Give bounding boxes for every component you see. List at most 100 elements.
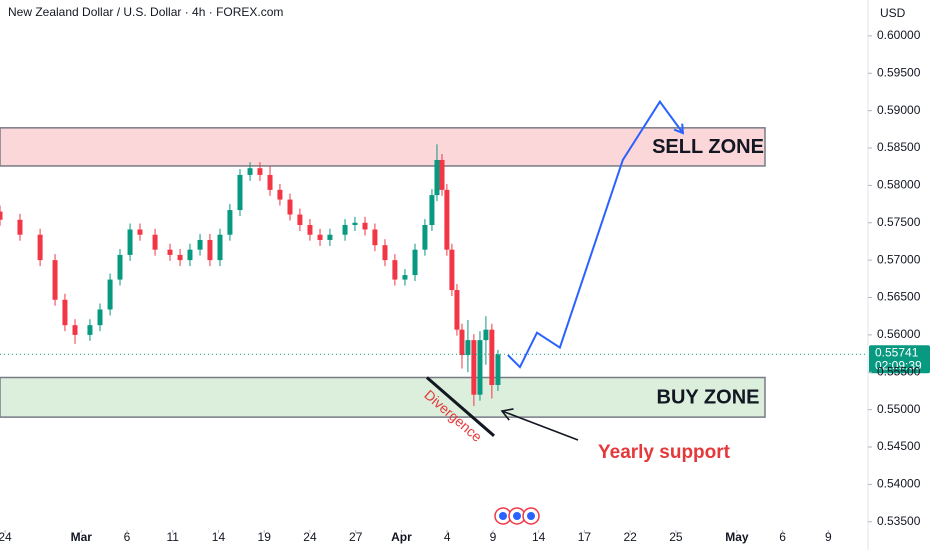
- candle-body: [137, 229, 143, 235]
- last-price-box: [869, 345, 930, 374]
- x-tick-label: Apr: [391, 530, 412, 544]
- candle-body: [152, 234, 158, 250]
- candle-body: [352, 222, 358, 226]
- candle-body: [127, 229, 133, 255]
- y-tick-label: 0.57500: [877, 215, 921, 229]
- candle-body: [489, 329, 495, 385]
- x-tick-label: 14: [532, 530, 546, 544]
- candle-body: [72, 325, 78, 335]
- candle-body: [307, 225, 313, 235]
- y-tick-label: 0.56500: [877, 290, 921, 304]
- last-price-label: 0.55741: [875, 345, 919, 359]
- candle-body: [459, 329, 465, 356]
- projection-line: [507, 99, 685, 369]
- zone: [0, 127, 766, 167]
- candle-body: [439, 159, 445, 190]
- candle-body: [52, 260, 58, 300]
- y-tick-label: 0.56000: [877, 327, 921, 341]
- zone-label: SELL ZONE: [652, 136, 764, 158]
- x-tick-label: 6: [124, 530, 131, 544]
- y-tick-label: 0.59500: [877, 65, 921, 79]
- y-tick-label: 0.58000: [877, 178, 921, 192]
- candle-body: [277, 189, 283, 200]
- x-tick-label: Mar: [71, 530, 93, 544]
- y-tick-label: 0.59000: [877, 103, 921, 117]
- candle-body: [177, 254, 183, 261]
- y-tick-label: 0.54000: [877, 477, 921, 491]
- candle-body: [317, 234, 323, 240]
- candle-body: [382, 245, 388, 261]
- candle-body: [107, 279, 113, 310]
- candle-body: [17, 219, 23, 235]
- candle-body: [167, 249, 173, 255]
- y-tick-label: 0.53500: [877, 514, 921, 528]
- x-tick-label: 6: [779, 530, 786, 544]
- currency: USD: [880, 6, 906, 20]
- zones: SELL ZONE BUY ZONE: [0, 127, 766, 418]
- candle-body: [342, 225, 348, 235]
- y-tick-label: 0.54500: [877, 439, 921, 453]
- candle-body: [444, 189, 450, 250]
- countdown: 02:09:39: [875, 358, 922, 372]
- candle-body: [454, 290, 460, 330]
- candle-body: [477, 340, 483, 395]
- x-tick-label: 17: [578, 530, 592, 544]
- event-icons: [494, 507, 540, 525]
- x-tick-label: 14: [212, 530, 226, 544]
- candle-body: [267, 174, 273, 190]
- x-tick-label: 24: [303, 530, 317, 544]
- x-tick-label: May: [725, 530, 749, 544]
- candle-body: [392, 260, 398, 280]
- candle-body: [257, 168, 263, 175]
- x-tick-label: 4: [444, 530, 451, 544]
- candle-body: [97, 309, 103, 326]
- candle-body: [465, 340, 471, 356]
- candle-body: [449, 249, 455, 291]
- candle-body: [412, 249, 418, 276]
- x-tick-label: 27: [349, 530, 363, 544]
- y-tick-label: 0.57000: [877, 252, 921, 266]
- candle-body: [62, 299, 68, 326]
- candle-body: [237, 174, 243, 211]
- x-tick-label: 9: [825, 530, 832, 544]
- x-tick-label: 25: [669, 530, 683, 544]
- candle-body: [483, 329, 489, 341]
- candle-body: [422, 225, 428, 250]
- candle-body: [0, 211, 3, 220]
- candle-body: [434, 159, 440, 196]
- candle-body: [37, 234, 43, 261]
- candle-body: [187, 249, 193, 261]
- candles: [0, 144, 501, 406]
- x-tick-label: 9: [490, 530, 497, 544]
- y-tick-label: 0.58500: [877, 140, 921, 154]
- y-tick-label: 0.60000: [877, 28, 921, 42]
- candle-body: [207, 239, 213, 261]
- candle-body: [197, 239, 203, 250]
- y-tick-label: 0.55000: [877, 402, 921, 416]
- zone: [0, 376, 766, 418]
- candle-body: [227, 210, 233, 235]
- candle-body: [362, 222, 368, 230]
- candle-body: [402, 275, 408, 280]
- candle-body: [87, 325, 93, 335]
- x-tick-label: 19: [258, 530, 272, 544]
- x-tick-label: 11: [167, 530, 180, 544]
- candle-body: [297, 214, 303, 226]
- candle-body: [247, 168, 253, 175]
- candle-body: [495, 354, 501, 385]
- annotation: Yearly support: [598, 442, 731, 463]
- candle-body: [287, 199, 293, 215]
- x-tick-label: 22: [623, 530, 637, 544]
- candle-body: [372, 229, 378, 246]
- candle-body: [117, 254, 123, 280]
- candle-body: [471, 340, 477, 395]
- support-arrow: [500, 408, 579, 441]
- zone-label: BUY ZONE: [657, 387, 760, 409]
- divergence-line: [425, 376, 495, 437]
- chart-title: New Zealand Dollar / U.S. Dollar · 4h · …: [8, 5, 283, 19]
- candle-body: [429, 195, 435, 226]
- x-tick-label: 24: [0, 530, 12, 544]
- y-tick-label: 0.55500: [877, 364, 921, 378]
